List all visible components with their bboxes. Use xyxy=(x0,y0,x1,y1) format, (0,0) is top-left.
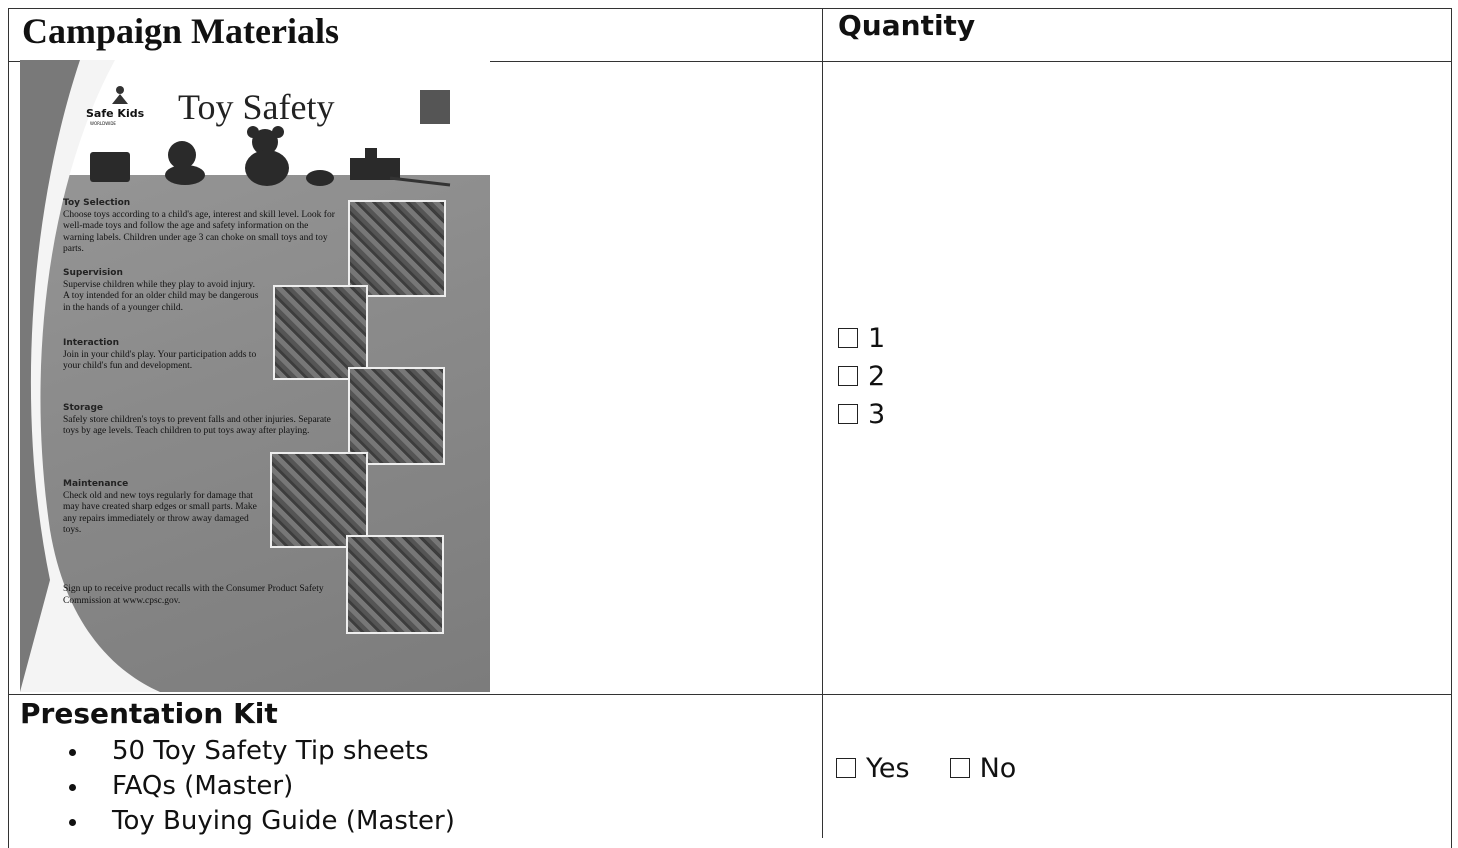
logo-subtext: WORLDWIDE xyxy=(90,121,116,126)
checkbox-option[interactable]: 2 xyxy=(838,358,885,396)
checkbox-option[interactable]: No xyxy=(949,750,1017,788)
photo xyxy=(348,200,446,297)
flyer-section: Toy Selection Choose toys according to a … xyxy=(63,198,335,256)
safe-kids-icon xyxy=(112,86,128,104)
flyer-section: Interaction Join in your child's play. Yo… xyxy=(63,338,263,373)
flyer-edge xyxy=(20,60,80,692)
kit-item: 50 Toy Safety Tip sheets xyxy=(20,734,455,769)
option-label: 1 xyxy=(868,323,886,354)
checkbox[interactable] xyxy=(838,404,858,424)
checkbox[interactable] xyxy=(838,366,858,386)
checkbox[interactable] xyxy=(949,758,970,778)
photo xyxy=(270,452,368,548)
flyer-section: Storage Safely store children's toys to p… xyxy=(63,403,339,438)
flyer-section: Maintenance Check old and new toys regula… xyxy=(63,479,263,537)
kit-title: Presentation Kit xyxy=(20,697,278,730)
flyer-section: Supervision Supervise children while they… xyxy=(63,268,263,314)
section-text: Safely store children's toys to prevent … xyxy=(63,414,331,437)
photo xyxy=(273,285,368,380)
checkbox-option[interactable]: Yes xyxy=(836,750,910,788)
column-header: Quantity xyxy=(838,9,976,42)
flyer-footer: Sign up to receive product recalls with … xyxy=(63,584,324,606)
logo-text: Safe Kids xyxy=(86,107,145,120)
section-text: Check old and new toys regularly for dam… xyxy=(63,490,257,536)
kit-items: 50 Toy Safety Tip sheets FAQs (Master) T… xyxy=(20,734,455,839)
option-label: Yes xyxy=(866,753,910,784)
row-divider xyxy=(8,694,1452,695)
sponsor-logo xyxy=(420,90,450,124)
column-divider xyxy=(822,8,823,838)
flyer-image: Safe Kids WORLDWIDE Toy Safety Toy Selec… xyxy=(20,60,490,692)
flyer-curve xyxy=(20,60,160,692)
toy-silhouettes xyxy=(90,126,451,187)
section-text: Join in your child's play. Your particip… xyxy=(63,349,257,372)
option-label: 3 xyxy=(868,399,886,430)
row-divider xyxy=(8,61,1452,62)
checkbox[interactable] xyxy=(836,758,856,778)
section-heading: Interaction xyxy=(63,338,119,348)
quantity-options: 1 2 3 xyxy=(838,320,885,434)
option-label: 2 xyxy=(868,361,886,392)
checkbox-option[interactable]: 3 xyxy=(838,396,885,434)
section-heading: Toy Selection xyxy=(63,198,131,208)
flyer-art xyxy=(20,60,451,692)
kit-item: Toy Buying Guide (Master) xyxy=(20,804,455,839)
section-text: Supervise children while they play to av… xyxy=(63,279,259,313)
kit-item: FAQs (Master) xyxy=(20,769,455,804)
checkbox-option[interactable]: 1 xyxy=(838,320,885,358)
checkbox[interactable] xyxy=(838,328,858,348)
flyer-title: Toy Safety xyxy=(178,87,335,127)
option-label: No xyxy=(979,753,1017,784)
column-header: Campaign Materials xyxy=(22,11,339,51)
section-heading: Maintenance xyxy=(63,479,129,489)
photo xyxy=(346,535,444,634)
table-frame xyxy=(8,8,1452,848)
section-heading: Storage xyxy=(63,403,104,413)
kit-options: Yes No xyxy=(836,750,1016,788)
section-heading: Supervision xyxy=(63,268,123,278)
section-text: Choose toys according to a child's age, … xyxy=(63,209,335,255)
photo xyxy=(348,367,445,465)
